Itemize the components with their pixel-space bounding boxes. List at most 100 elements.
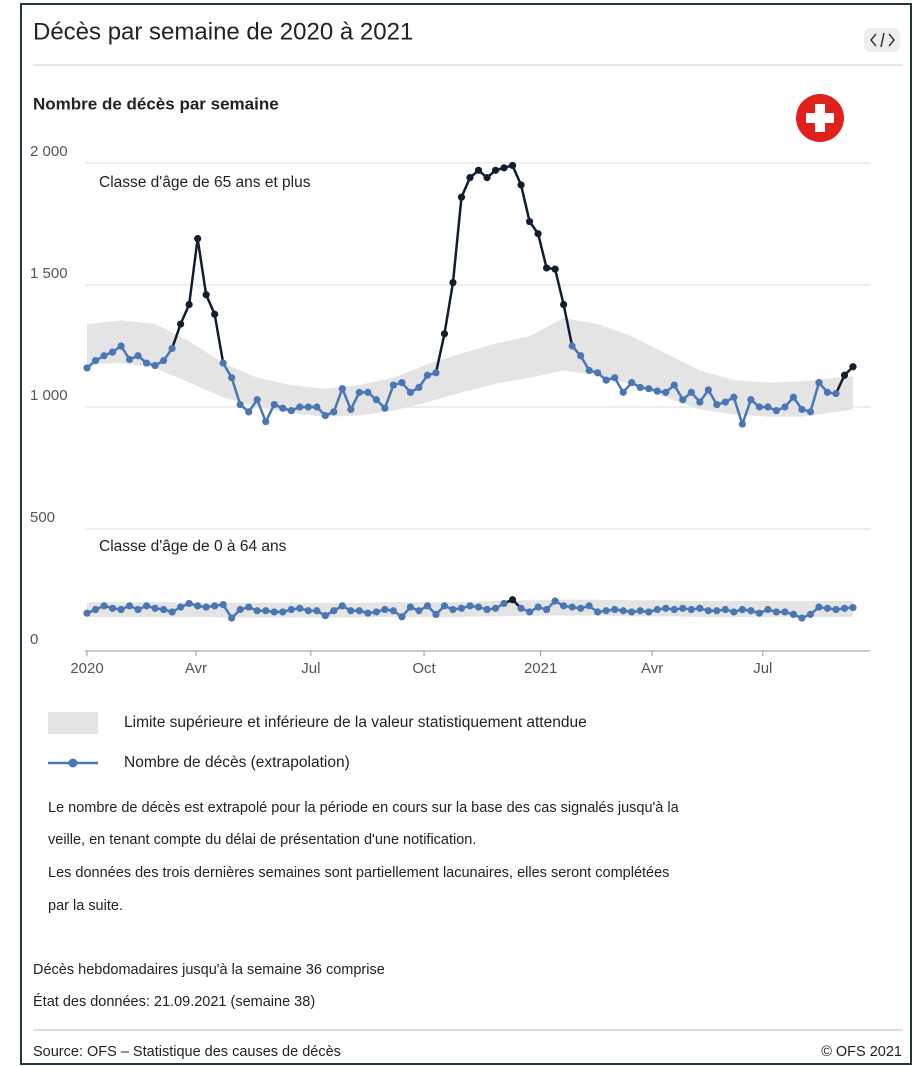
data-point <box>483 605 491 614</box>
series-annotation: Classe d'âge de 0 à 64 ans <box>99 538 287 555</box>
logo-cross <box>806 104 834 132</box>
data-point <box>755 403 763 411</box>
data-point <box>449 605 457 614</box>
data-point <box>815 603 823 611</box>
data-point <box>730 608 738 616</box>
data-point <box>117 342 125 350</box>
data-point <box>381 605 389 614</box>
expected-band <box>87 317 853 417</box>
data-point <box>330 607 338 615</box>
data-point <box>142 602 151 610</box>
data-point <box>321 411 329 420</box>
data-point <box>687 605 695 614</box>
note-line: Le nombre de décès est extrapolé pour la… <box>48 800 680 816</box>
data-point <box>296 403 304 411</box>
data-point <box>585 602 593 610</box>
series-segment <box>519 184 531 222</box>
data-point <box>525 608 534 616</box>
data-point <box>91 605 100 614</box>
embed-icon[interactable] <box>870 32 895 48</box>
data-point <box>806 408 815 416</box>
data-point <box>347 405 355 414</box>
data-point <box>653 605 661 614</box>
data-point <box>823 388 832 396</box>
data-point <box>228 374 236 382</box>
data-point <box>781 608 789 616</box>
data-point <box>483 174 491 182</box>
series-segment <box>741 399 753 425</box>
data-point <box>577 352 585 360</box>
data-point <box>304 403 312 411</box>
frame <box>20 3 912 1065</box>
data-point <box>211 310 219 318</box>
data-point <box>781 403 789 411</box>
data-point <box>670 605 678 614</box>
data-point <box>125 355 134 364</box>
series-segment <box>732 396 744 425</box>
data-point <box>849 363 857 371</box>
data-point <box>594 608 602 616</box>
data-point <box>508 161 517 170</box>
data-point <box>772 407 781 415</box>
data-point <box>721 605 729 614</box>
data-point <box>525 217 534 226</box>
data-point <box>611 605 619 614</box>
data-point <box>551 265 559 273</box>
data-point <box>602 376 610 384</box>
data-point <box>194 602 202 610</box>
data-point <box>747 396 755 404</box>
data-point <box>491 604 500 612</box>
data-point <box>432 610 440 619</box>
data-point <box>738 420 746 428</box>
data-point <box>398 613 406 621</box>
data-point <box>440 602 449 610</box>
data-point <box>160 357 168 365</box>
data-point <box>645 608 653 616</box>
data-point <box>764 605 772 614</box>
note-line: par la suite. <box>48 898 123 914</box>
series-annotation: Classe d'âge de 65 ans et plus <box>99 174 311 191</box>
data-point <box>270 400 278 409</box>
embed-button[interactable] <box>864 28 900 52</box>
series-segment <box>170 323 182 349</box>
data-point <box>713 400 721 409</box>
data-point <box>619 607 627 615</box>
footer-copyright: © OFS 2021 <box>821 1044 902 1060</box>
data-point <box>185 599 193 608</box>
data-point <box>815 379 823 387</box>
series-segment <box>562 304 574 347</box>
data-point <box>798 614 806 622</box>
data-point <box>823 604 832 612</box>
x-tick-label: Avr <box>185 660 207 677</box>
chart-title: Décès par semaine de 2020 à 2021 <box>33 18 413 45</box>
data-point <box>134 605 142 614</box>
data-point <box>568 342 576 350</box>
data-point <box>202 291 210 299</box>
data-point <box>245 603 253 611</box>
data-point <box>789 393 798 401</box>
data-point <box>440 330 449 338</box>
data-point <box>125 602 134 610</box>
data-point <box>313 607 321 615</box>
data-point <box>100 352 108 360</box>
series-segment <box>187 238 199 305</box>
data-point <box>338 385 346 393</box>
data-point <box>636 607 644 615</box>
data-point <box>653 387 661 395</box>
data-point <box>636 383 644 392</box>
x-tick-label: Avr <box>641 660 663 677</box>
data-point <box>619 388 627 396</box>
x-tick-label: 2020 <box>70 660 103 677</box>
data-point <box>594 369 602 377</box>
series-segment <box>434 333 446 374</box>
data-point <box>543 605 551 614</box>
data-point <box>219 359 227 367</box>
data-point <box>449 278 457 287</box>
data-point <box>798 405 806 414</box>
series-segment <box>553 268 565 305</box>
legend-band-swatch <box>48 712 98 734</box>
data-point <box>543 264 551 272</box>
data-point <box>585 366 593 374</box>
x-tick-label: 2021 <box>524 660 557 677</box>
data-point <box>151 361 159 370</box>
